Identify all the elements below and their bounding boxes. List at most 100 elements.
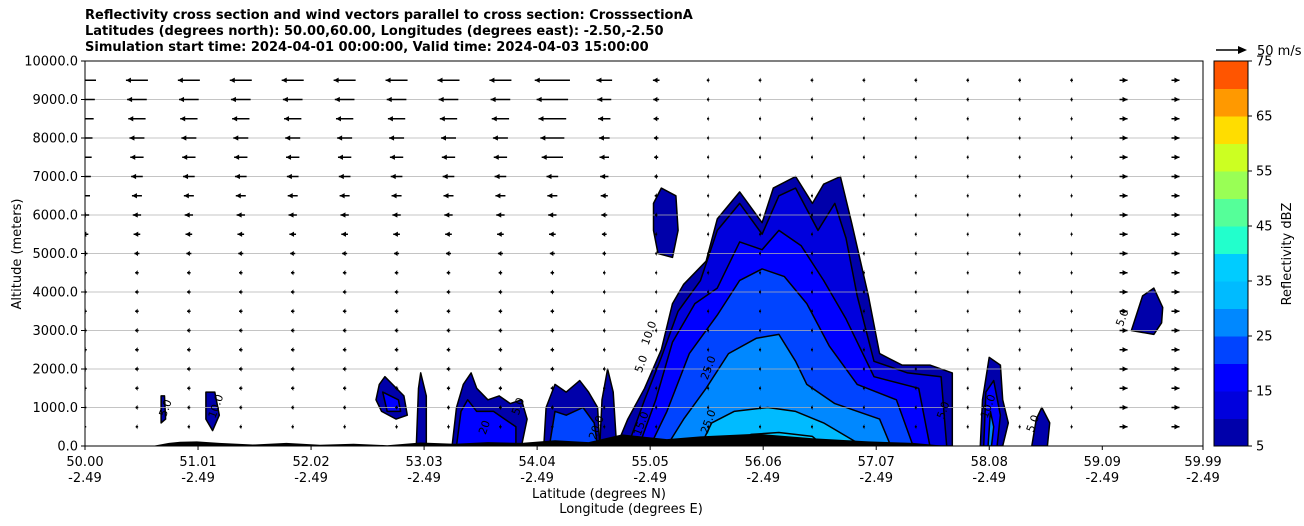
wind-vector [286, 154, 300, 160]
wind-vector-head [966, 231, 969, 237]
wind-vector-head [862, 135, 865, 141]
wind-vector-head [1174, 327, 1180, 334]
wind-vector [707, 327, 710, 334]
wind-vector-head [185, 231, 191, 237]
wind-vector [340, 212, 349, 218]
contour-label-7: 5.0 [632, 354, 650, 375]
wind-vector [1171, 385, 1180, 391]
wind-vector-head [1018, 135, 1021, 141]
wind-vector [603, 270, 606, 276]
wind-vector-head [286, 173, 292, 180]
wind-vector [549, 250, 555, 257]
wind-vector [550, 366, 555, 372]
wind-vector-head [1122, 327, 1128, 334]
wind-vector-head [342, 366, 346, 372]
wind-vector-head [291, 385, 294, 391]
wind-vector [966, 231, 969, 237]
wind-vector [1171, 77, 1180, 83]
wind-vector-head [1174, 212, 1180, 218]
wind-vector [759, 173, 762, 180]
wind-vector [447, 424, 450, 430]
wind-vector [547, 193, 558, 199]
wind-vector-head [183, 193, 189, 199]
wind-vector-head [966, 327, 969, 334]
wind-vector [914, 424, 917, 430]
wind-vector [395, 424, 398, 430]
wind-vector [1119, 308, 1128, 314]
wind-vector-head [810, 250, 813, 257]
wind-vector [540, 135, 565, 141]
wind-vector-head [1070, 193, 1073, 199]
wind-vector-head [187, 308, 190, 314]
wind-vector-head [1070, 250, 1073, 257]
wind-vector [1070, 327, 1073, 334]
wind-vector [291, 404, 295, 411]
x-axis-label: Latitude (degrees N) [532, 487, 666, 502]
wind-vector [1018, 173, 1021, 180]
wind-vector [759, 270, 762, 276]
wind-vector-head [234, 173, 240, 180]
colorbar-band-13 [1214, 61, 1248, 89]
wind-vector [291, 424, 294, 430]
wind-vector [862, 424, 865, 430]
wind-vector-head [441, 154, 447, 160]
wind-vector [498, 327, 503, 334]
wind-vector [1070, 289, 1073, 295]
wind-vector [966, 404, 969, 411]
wind-vector [914, 308, 917, 314]
wind-vector [914, 212, 917, 218]
wind-vector [759, 404, 762, 411]
wind-vector-head [1018, 289, 1021, 295]
wind-vector [236, 212, 245, 218]
wind-vector [758, 77, 762, 83]
wind-vector [598, 135, 610, 141]
wind-vector-head [707, 212, 709, 218]
x-tick-label-lon-10: -2.49 [1186, 471, 1220, 486]
wind-vector [599, 154, 610, 160]
wind-vector-head [597, 96, 603, 103]
wind-vector-head [1070, 347, 1073, 353]
wind-vector-head [446, 289, 450, 295]
wind-vector-head [393, 231, 398, 237]
wind-vector-head [337, 154, 343, 160]
wind-vector-head [1122, 308, 1128, 314]
wind-vector-head [707, 347, 709, 353]
wind-vector [654, 173, 658, 180]
wind-vector-head [129, 135, 135, 141]
wind-vector-head [1070, 154, 1073, 160]
wind-vector [1070, 424, 1073, 430]
wind-vector-head [1174, 173, 1180, 180]
wind-vector-head [387, 116, 393, 122]
wind-vector [135, 327, 139, 334]
wind-vector-head [342, 327, 346, 334]
wind-vector-head [1122, 385, 1128, 391]
wind-vector [1119, 173, 1128, 180]
wind-vector-head [914, 96, 917, 103]
wind-vector [1018, 424, 1021, 430]
wind-vector-head [239, 270, 242, 276]
wind-vector-head [135, 327, 138, 334]
wind-vector-head [237, 231, 243, 237]
wind-vector-head [759, 173, 761, 180]
wind-vector-head [394, 289, 398, 295]
wind-vector-head [914, 404, 917, 411]
wind-vector [602, 366, 606, 372]
y-tick-label-0: 0.0 [57, 440, 78, 455]
x-tick-label-lat-4: 54.04 [519, 455, 556, 470]
wind-vector-head [284, 116, 290, 122]
wind-vector [394, 385, 399, 391]
wind-vector-head [1070, 135, 1073, 141]
wind-vector [862, 212, 865, 218]
wind-vector [810, 347, 813, 353]
x-tick-label-lat-6: 56.06 [745, 455, 782, 470]
wind-vector [655, 308, 658, 314]
terrain-layer [85, 433, 1203, 446]
wind-vector [966, 270, 969, 276]
wind-vector [394, 308, 399, 314]
y-tick-label-2: 2000.0 [33, 363, 79, 378]
wind-vector [1171, 347, 1180, 353]
wind-vector-head [239, 289, 242, 295]
wind-vector [1119, 154, 1128, 160]
wind-vector [862, 404, 865, 411]
terrain-profile [85, 433, 1203, 446]
